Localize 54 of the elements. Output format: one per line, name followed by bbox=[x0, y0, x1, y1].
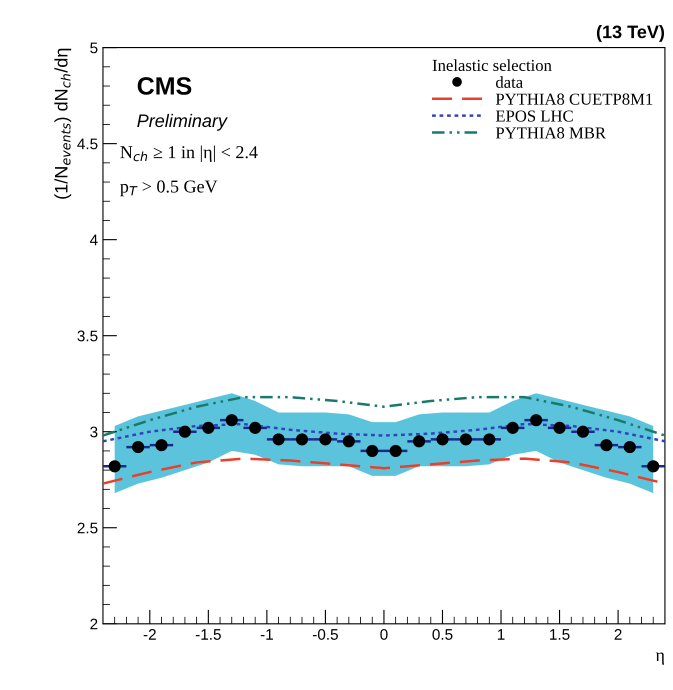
annotation: N$_{ch}$ ≥ 1 in |η| < 2.4 bbox=[120, 146, 258, 162]
point bbox=[249, 422, 262, 434]
point bbox=[319, 433, 332, 446]
x-tick-label: -1 bbox=[260, 629, 273, 640]
x-tick-label: -2 bbox=[144, 629, 156, 640]
point bbox=[576, 426, 590, 438]
legend-label: PYTHIA8 MBR bbox=[496, 127, 606, 139]
x-tick-label: 2 bbox=[614, 629, 622, 640]
y-tick-label: 5 bbox=[90, 42, 98, 54]
y-tick-label: 4.5 bbox=[77, 138, 98, 150]
y-axis-title: (1/N$_{events}$) dN$_{ch}$/dη bbox=[54, 48, 72, 199]
point bbox=[366, 444, 378, 457]
point bbox=[155, 439, 168, 452]
point bbox=[530, 414, 542, 426]
x-axis-title: η bbox=[656, 652, 664, 665]
point bbox=[647, 460, 660, 472]
point bbox=[202, 422, 214, 434]
x-tick-label: -1.5 bbox=[196, 629, 221, 640]
point bbox=[412, 435, 426, 448]
legend-label: data bbox=[496, 76, 523, 88]
y-tick-label: 4 bbox=[90, 234, 98, 246]
point bbox=[436, 433, 449, 446]
x-tick-label: -0.5 bbox=[312, 629, 338, 640]
y-tick-label: 3.5 bbox=[77, 330, 98, 342]
x-tick-label: 0.5 bbox=[432, 629, 452, 640]
annotation: Preliminary bbox=[137, 114, 228, 131]
point bbox=[483, 433, 496, 446]
x-tick-label: 0 bbox=[380, 629, 388, 640]
x-tick-label: 1 bbox=[498, 629, 505, 640]
point bbox=[460, 433, 472, 446]
point bbox=[108, 460, 121, 472]
point bbox=[624, 441, 636, 454]
y-tick-label: 3 bbox=[90, 426, 98, 438]
point bbox=[600, 439, 612, 452]
line-series bbox=[102, 422, 665, 443]
annotation: p$_{T}$ > 0.5 GeV bbox=[120, 180, 218, 196]
point bbox=[296, 433, 308, 446]
legend-label: PYTHIA8 CUETP8M1 bbox=[496, 94, 652, 105]
point bbox=[506, 422, 519, 434]
text: (13 TeV) bbox=[596, 25, 664, 42]
y-tick-label: 2.5 bbox=[78, 522, 98, 534]
point bbox=[390, 444, 402, 457]
point bbox=[226, 414, 238, 426]
annotation: CMS bbox=[138, 77, 192, 95]
point bbox=[342, 435, 355, 448]
legend-title: Inelastic selection bbox=[432, 59, 552, 72]
point bbox=[272, 433, 285, 446]
x-tick-label: 1.5 bbox=[550, 629, 570, 640]
point bbox=[553, 422, 566, 434]
y-tick-label: 2 bbox=[90, 618, 98, 630]
point bbox=[178, 426, 191, 438]
point bbox=[132, 441, 144, 454]
legend-label: EPOS LHC bbox=[496, 110, 573, 122]
line-series bbox=[102, 396, 665, 437]
